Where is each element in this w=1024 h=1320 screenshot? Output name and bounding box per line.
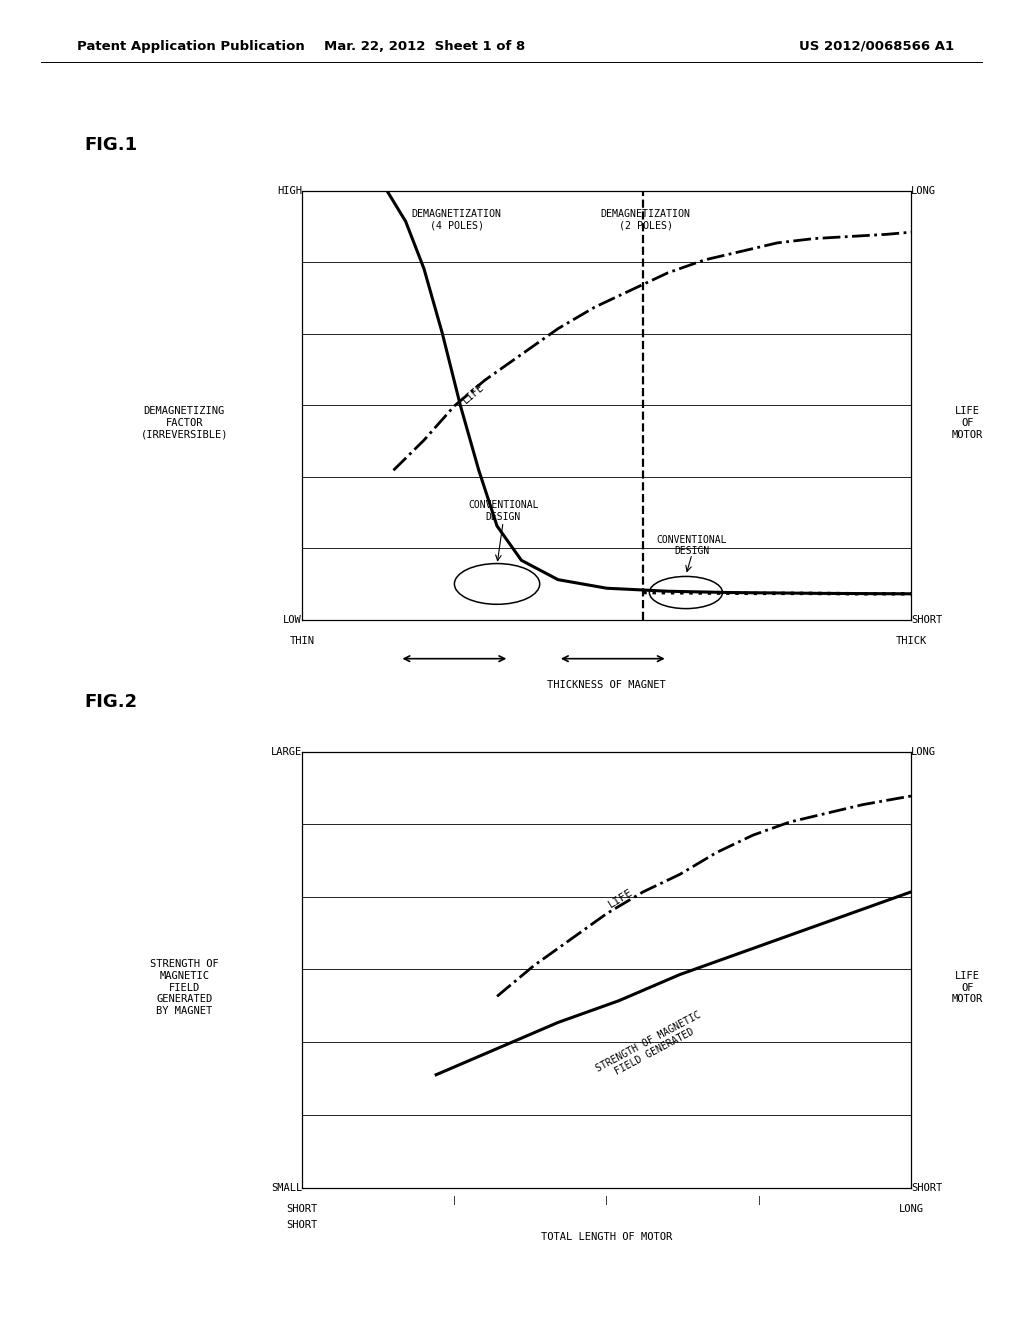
Text: US 2012/0068566 A1: US 2012/0068566 A1 [799, 40, 953, 53]
Text: LIFE: LIFE [606, 887, 635, 909]
Text: Mar. 22, 2012  Sheet 1 of 8: Mar. 22, 2012 Sheet 1 of 8 [325, 40, 525, 53]
Text: FIG.2: FIG.2 [84, 693, 137, 711]
Text: TOTAL LENGTH OF MOTOR: TOTAL LENGTH OF MOTOR [541, 1232, 673, 1242]
Text: SMALL: SMALL [270, 1183, 302, 1193]
Text: |: | [758, 1196, 761, 1205]
Text: THICK: THICK [896, 636, 927, 647]
Text: FIG.1: FIG.1 [84, 136, 137, 154]
Text: SHORT: SHORT [911, 1183, 943, 1193]
Text: |: | [605, 1196, 608, 1205]
Text: Patent Application Publication: Patent Application Publication [77, 40, 304, 53]
Text: DEMAGNETIZATION
(2 POLES): DEMAGNETIZATION (2 POLES) [601, 209, 690, 230]
Text: LIFE
OF
MOTOR: LIFE OF MOTOR [952, 407, 983, 440]
Text: CONVENTIONAL
DESIGN: CONVENTIONAL DESIGN [468, 500, 539, 521]
Text: THIN: THIN [290, 636, 314, 647]
Text: SHORT: SHORT [287, 1220, 317, 1230]
Text: LONG: LONG [911, 747, 936, 758]
Text: LOW: LOW [284, 615, 302, 626]
Text: STRENGTH OF MAGNETIC
FIELD GENERATED: STRENGTH OF MAGNETIC FIELD GENERATED [595, 1010, 709, 1084]
Text: HIGH: HIGH [278, 186, 302, 197]
Text: SHORT: SHORT [911, 615, 943, 626]
Text: DEMAGNETIZATION
(4 POLES): DEMAGNETIZATION (4 POLES) [412, 209, 502, 230]
Text: CONVENTIONAL
DESIGN: CONVENTIONAL DESIGN [656, 535, 727, 556]
Text: THICKNESS OF MAGNET: THICKNESS OF MAGNET [548, 680, 666, 690]
Text: LIFE: LIFE [461, 383, 486, 407]
Text: DEMAGNETIZING
FACTOR
(IRREVERSIBLE): DEMAGNETIZING FACTOR (IRREVERSIBLE) [140, 407, 228, 440]
Text: SHORT: SHORT [287, 1204, 317, 1214]
Text: |: | [453, 1196, 456, 1205]
Text: LIFE
OF
MOTOR: LIFE OF MOTOR [952, 972, 983, 1005]
Text: LARGE: LARGE [270, 747, 302, 758]
Text: LONG: LONG [911, 186, 936, 197]
Text: STRENGTH OF
MAGNETIC
FIELD
GENERATED
BY MAGNET: STRENGTH OF MAGNETIC FIELD GENERATED BY … [150, 960, 219, 1016]
Text: LONG: LONG [899, 1204, 924, 1214]
